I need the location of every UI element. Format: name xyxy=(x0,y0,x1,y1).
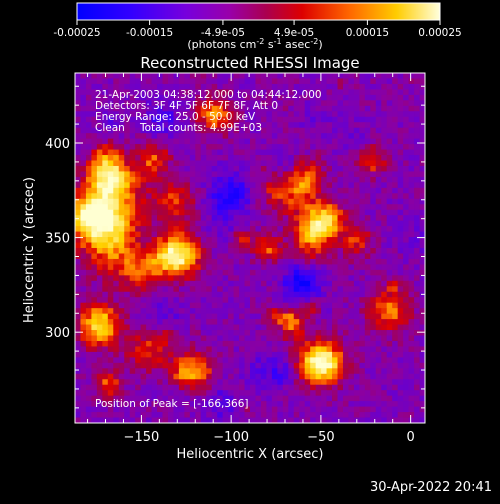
y-tick-label: 400 xyxy=(45,137,70,152)
colorbar-tick-label: 4.9e-05 xyxy=(274,27,314,39)
colorbar: -0.00025 -0.00015 -4.9e-05 4.9e-05 0.00015 0.… xyxy=(53,2,462,51)
colorbar-tick-label: -4.9e-05 xyxy=(201,27,245,39)
y-tick-label: 300 xyxy=(45,326,70,341)
colorbar-tick-label: 0.00015 xyxy=(346,27,389,39)
annotation-method: Clean xyxy=(95,122,125,134)
x-tick-label: −150 xyxy=(124,430,160,445)
colorbar-tick-label: -0.00015 xyxy=(126,27,173,39)
colorbar-tick-label: -0.00025 xyxy=(53,27,100,39)
annotation-energy: Energy Range: 25.0 - 50.0 keV xyxy=(95,111,256,123)
info-annotations: 21-Apr-2003 04:38:12.000 to 04:44:12.000… xyxy=(95,89,322,134)
timestamp: 30-Apr-2022 20:41 xyxy=(370,480,492,495)
y-axis: 300 350 400 xyxy=(45,85,425,409)
annotation-time-range: 21-Apr-2003 04:38:12.000 to 04:44:12.000 xyxy=(95,89,322,101)
colorbar-ticks: -0.00025 -0.00015 -4.9e-05 4.9e-05 0.00015 0.… xyxy=(53,20,462,39)
heatmap-image xyxy=(75,73,425,423)
x-tick-label: −50 xyxy=(307,430,334,445)
plot-frame xyxy=(74,72,426,424)
colorbar-gradient xyxy=(76,2,441,21)
peak-position-label: Position of Peak = [-166,366] xyxy=(95,398,249,410)
chart-title: Reconstructed RHESSI Image xyxy=(140,54,359,72)
colorbar-units: (photons cm-2 s-1 asec-2) xyxy=(187,37,322,51)
x-tick-label: −100 xyxy=(213,430,249,445)
x-axis: −150 −100 −50 0 xyxy=(87,73,415,445)
x-tick-label: 0 xyxy=(407,430,415,445)
annotation-detectors: Detectors: 3F 4F 5F 6F 7F 8F, Att 0 xyxy=(95,100,278,112)
annotation-total-counts: Total counts: 4.99E+03 xyxy=(139,122,262,134)
x-axis-label: Heliocentric X (arcsec) xyxy=(177,447,324,462)
y-axis-label: Heliocentric Y (arcsec) xyxy=(22,177,37,323)
colorbar-tick-label: 0.00025 xyxy=(418,27,461,39)
y-tick-label: 350 xyxy=(45,232,70,247)
